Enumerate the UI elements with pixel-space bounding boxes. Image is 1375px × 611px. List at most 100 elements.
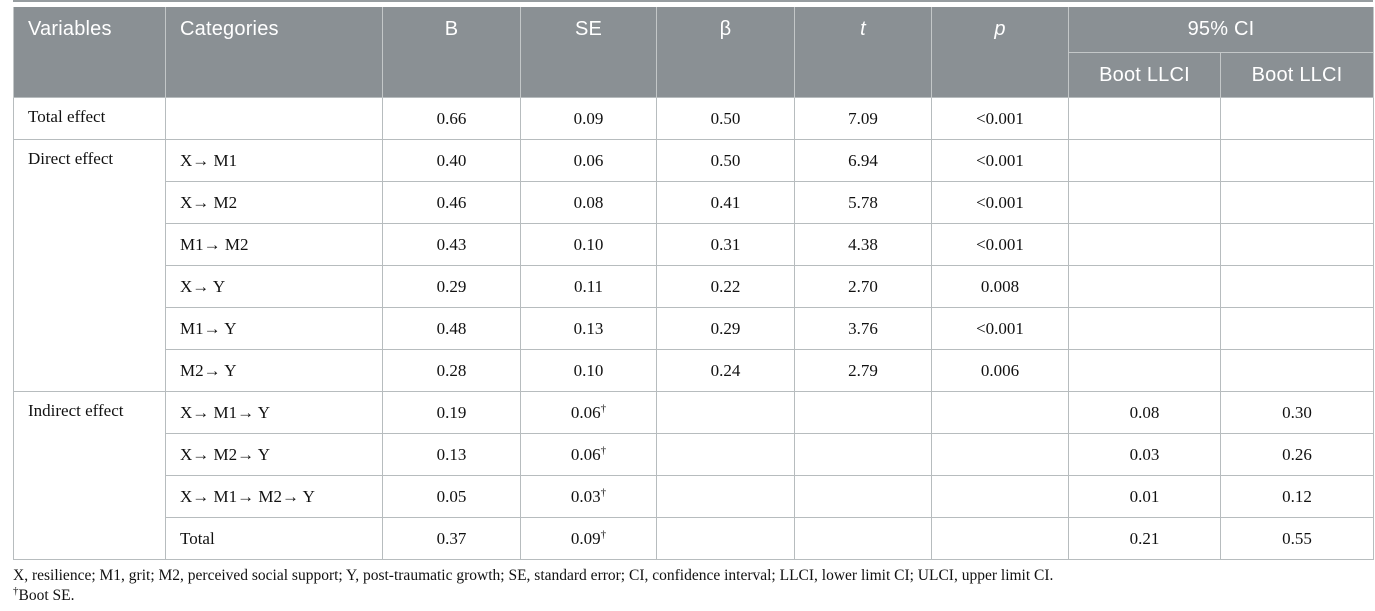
cell-category-value: M1→ Y bbox=[180, 318, 237, 338]
cell-t-value: 2.70 bbox=[848, 276, 878, 296]
cell-beta: 0.41 bbox=[656, 181, 795, 224]
cell-category-value: X→ Y bbox=[180, 276, 226, 296]
cell-se: 0.06† bbox=[520, 433, 657, 476]
cell-category: Total bbox=[165, 517, 383, 560]
cell-beta-value: 0.50 bbox=[710, 108, 741, 128]
cell-t-value: 7.09 bbox=[848, 108, 878, 128]
cell-p-value: <0.001 bbox=[976, 318, 1024, 338]
cell-category bbox=[165, 97, 383, 140]
cell-boot-llci bbox=[1068, 97, 1221, 140]
cell-boot-ulci: 0.26 bbox=[1219, 433, 1375, 476]
cell-beta: 0.31 bbox=[656, 223, 795, 266]
cell-b-value: 0.29 bbox=[436, 276, 467, 296]
cell-t: 7.09 bbox=[794, 97, 932, 140]
cell-se-value: 0.08 bbox=[573, 192, 604, 212]
cell-beta bbox=[656, 517, 795, 560]
table-header: Variables Categories B SE β t p 95% CI B… bbox=[13, 7, 1375, 98]
cell-se: 0.08 bbox=[520, 181, 657, 224]
cell-b: 0.48 bbox=[382, 307, 521, 350]
cell-boot-ulci-value: 0.30 bbox=[1282, 402, 1312, 422]
cell-variable: Direct effect bbox=[13, 139, 166, 392]
variable-label: Indirect effect bbox=[28, 401, 124, 420]
cell-se-value: 0.10 bbox=[573, 360, 604, 380]
cell-p-value: <0.001 bbox=[976, 234, 1024, 254]
cell-p bbox=[931, 433, 1069, 476]
cell-b: 0.40 bbox=[382, 139, 521, 182]
cell-b: 0.66 bbox=[382, 97, 521, 140]
cell-se: 0.11 bbox=[520, 265, 657, 308]
footnote-boot-se: †Boot SE. bbox=[13, 585, 1373, 606]
cell-se-value: 0.10 bbox=[573, 234, 604, 254]
cell-b-value: 0.13 bbox=[436, 444, 467, 464]
cell-t-value: 6.94 bbox=[848, 150, 878, 170]
footnote-boot-se-text: Boot SE. bbox=[18, 587, 75, 604]
col-header-95ci: 95% CI bbox=[1067, 7, 1375, 53]
cell-beta: 0.22 bbox=[656, 265, 795, 308]
cell-t: 6.94 bbox=[794, 139, 932, 182]
cell-se: 0.13 bbox=[520, 307, 657, 350]
table-row: Total 0.37 0.09† 0.21 0.55 bbox=[14, 517, 1375, 560]
cell-boot-ulci: 0.12 bbox=[1219, 475, 1375, 518]
cell-se: 0.09 bbox=[520, 97, 657, 140]
cell-b-value: 0.05 bbox=[436, 486, 467, 506]
cell-se: 0.09† bbox=[520, 517, 657, 560]
cell-b: 0.28 bbox=[382, 349, 521, 392]
cell-category-value: M2→ Y bbox=[180, 360, 237, 380]
cell-beta-value: 0.50 bbox=[710, 150, 741, 170]
table-top-rule bbox=[13, 0, 1373, 2]
cell-category: M1→ M2 bbox=[165, 223, 383, 266]
cell-boot-ulci bbox=[1219, 223, 1375, 266]
table-row: X→ Y 0.29 0.11 0.22 2.70 0.008 bbox=[14, 265, 1375, 308]
cell-boot-ulci bbox=[1219, 97, 1375, 140]
cell-beta-value: 0.24 bbox=[710, 360, 741, 380]
cell-b-value: 0.19 bbox=[436, 402, 467, 422]
cell-t-value: 5.78 bbox=[848, 192, 878, 212]
cell-boot-llci bbox=[1068, 349, 1221, 392]
cell-b-value: 0.48 bbox=[436, 318, 467, 338]
cell-boot-llci bbox=[1068, 265, 1221, 308]
table-row: Indirect effect X→ M1→ Y 0.19 0.06† 0.08 0.30 bbox=[13, 391, 1375, 560]
cell-t-value: 3.76 bbox=[848, 318, 878, 338]
cell-t: 3.76 bbox=[794, 307, 932, 350]
cell-se-value: 0.06 bbox=[573, 150, 604, 170]
cell-boot-ulci bbox=[1219, 139, 1375, 182]
cell-b-value: 0.43 bbox=[436, 234, 467, 254]
cell-variable: Indirect effect bbox=[13, 391, 166, 560]
cell-b-value: 0.37 bbox=[436, 528, 467, 548]
cell-b-value: 0.66 bbox=[436, 108, 467, 128]
header-row-sub: Boot LLCI Boot LLCI bbox=[14, 52, 1375, 98]
cell-se: 0.06† bbox=[520, 391, 657, 434]
cell-category-value: X→ M1 bbox=[180, 150, 238, 170]
cell-beta: 0.50 bbox=[656, 139, 795, 182]
cell-boot-llci bbox=[1068, 307, 1221, 350]
cell-variable: Total effect bbox=[13, 97, 166, 140]
cell-beta: 0.24 bbox=[656, 349, 795, 392]
cell-t: 2.79 bbox=[794, 349, 932, 392]
cell-se-value: 0.09 bbox=[570, 528, 601, 548]
cell-b: 0.43 bbox=[382, 223, 521, 266]
dagger-superscript: † bbox=[600, 401, 607, 414]
col-header-se: SE bbox=[520, 7, 657, 98]
cell-se-value: 0.03 bbox=[570, 486, 601, 506]
cell-category: M2→ Y bbox=[165, 349, 383, 392]
cell-p-value: 0.008 bbox=[980, 276, 1020, 296]
cell-boot-ulci-value: 0.55 bbox=[1282, 528, 1312, 548]
dagger-superscript: † bbox=[600, 443, 607, 456]
cell-b: 0.05 bbox=[382, 475, 521, 518]
cell-p bbox=[931, 517, 1069, 560]
cell-beta-value: 0.31 bbox=[710, 234, 741, 254]
col-header-categories: Categories bbox=[165, 7, 383, 98]
cell-boot-llci: 0.03 bbox=[1068, 433, 1221, 476]
cell-boot-llci-value: 0.01 bbox=[1129, 486, 1160, 506]
cell-beta-value: 0.41 bbox=[710, 192, 741, 212]
cell-category-value: X→ M1→ Y bbox=[180, 402, 271, 422]
cell-p: <0.001 bbox=[931, 97, 1069, 140]
table-body: Total effect 0.66 0.09 0.50 7.09 <0.001 Direct… bbox=[13, 97, 1375, 560]
cell-t bbox=[794, 391, 932, 434]
cell-t: 2.70 bbox=[794, 265, 932, 308]
cell-t-value: 2.79 bbox=[848, 360, 878, 380]
col-header-p: p bbox=[931, 7, 1069, 98]
variable-label: Direct effect bbox=[28, 149, 114, 168]
cell-p-value: <0.001 bbox=[976, 192, 1024, 212]
cell-boot-llci bbox=[1068, 181, 1221, 224]
